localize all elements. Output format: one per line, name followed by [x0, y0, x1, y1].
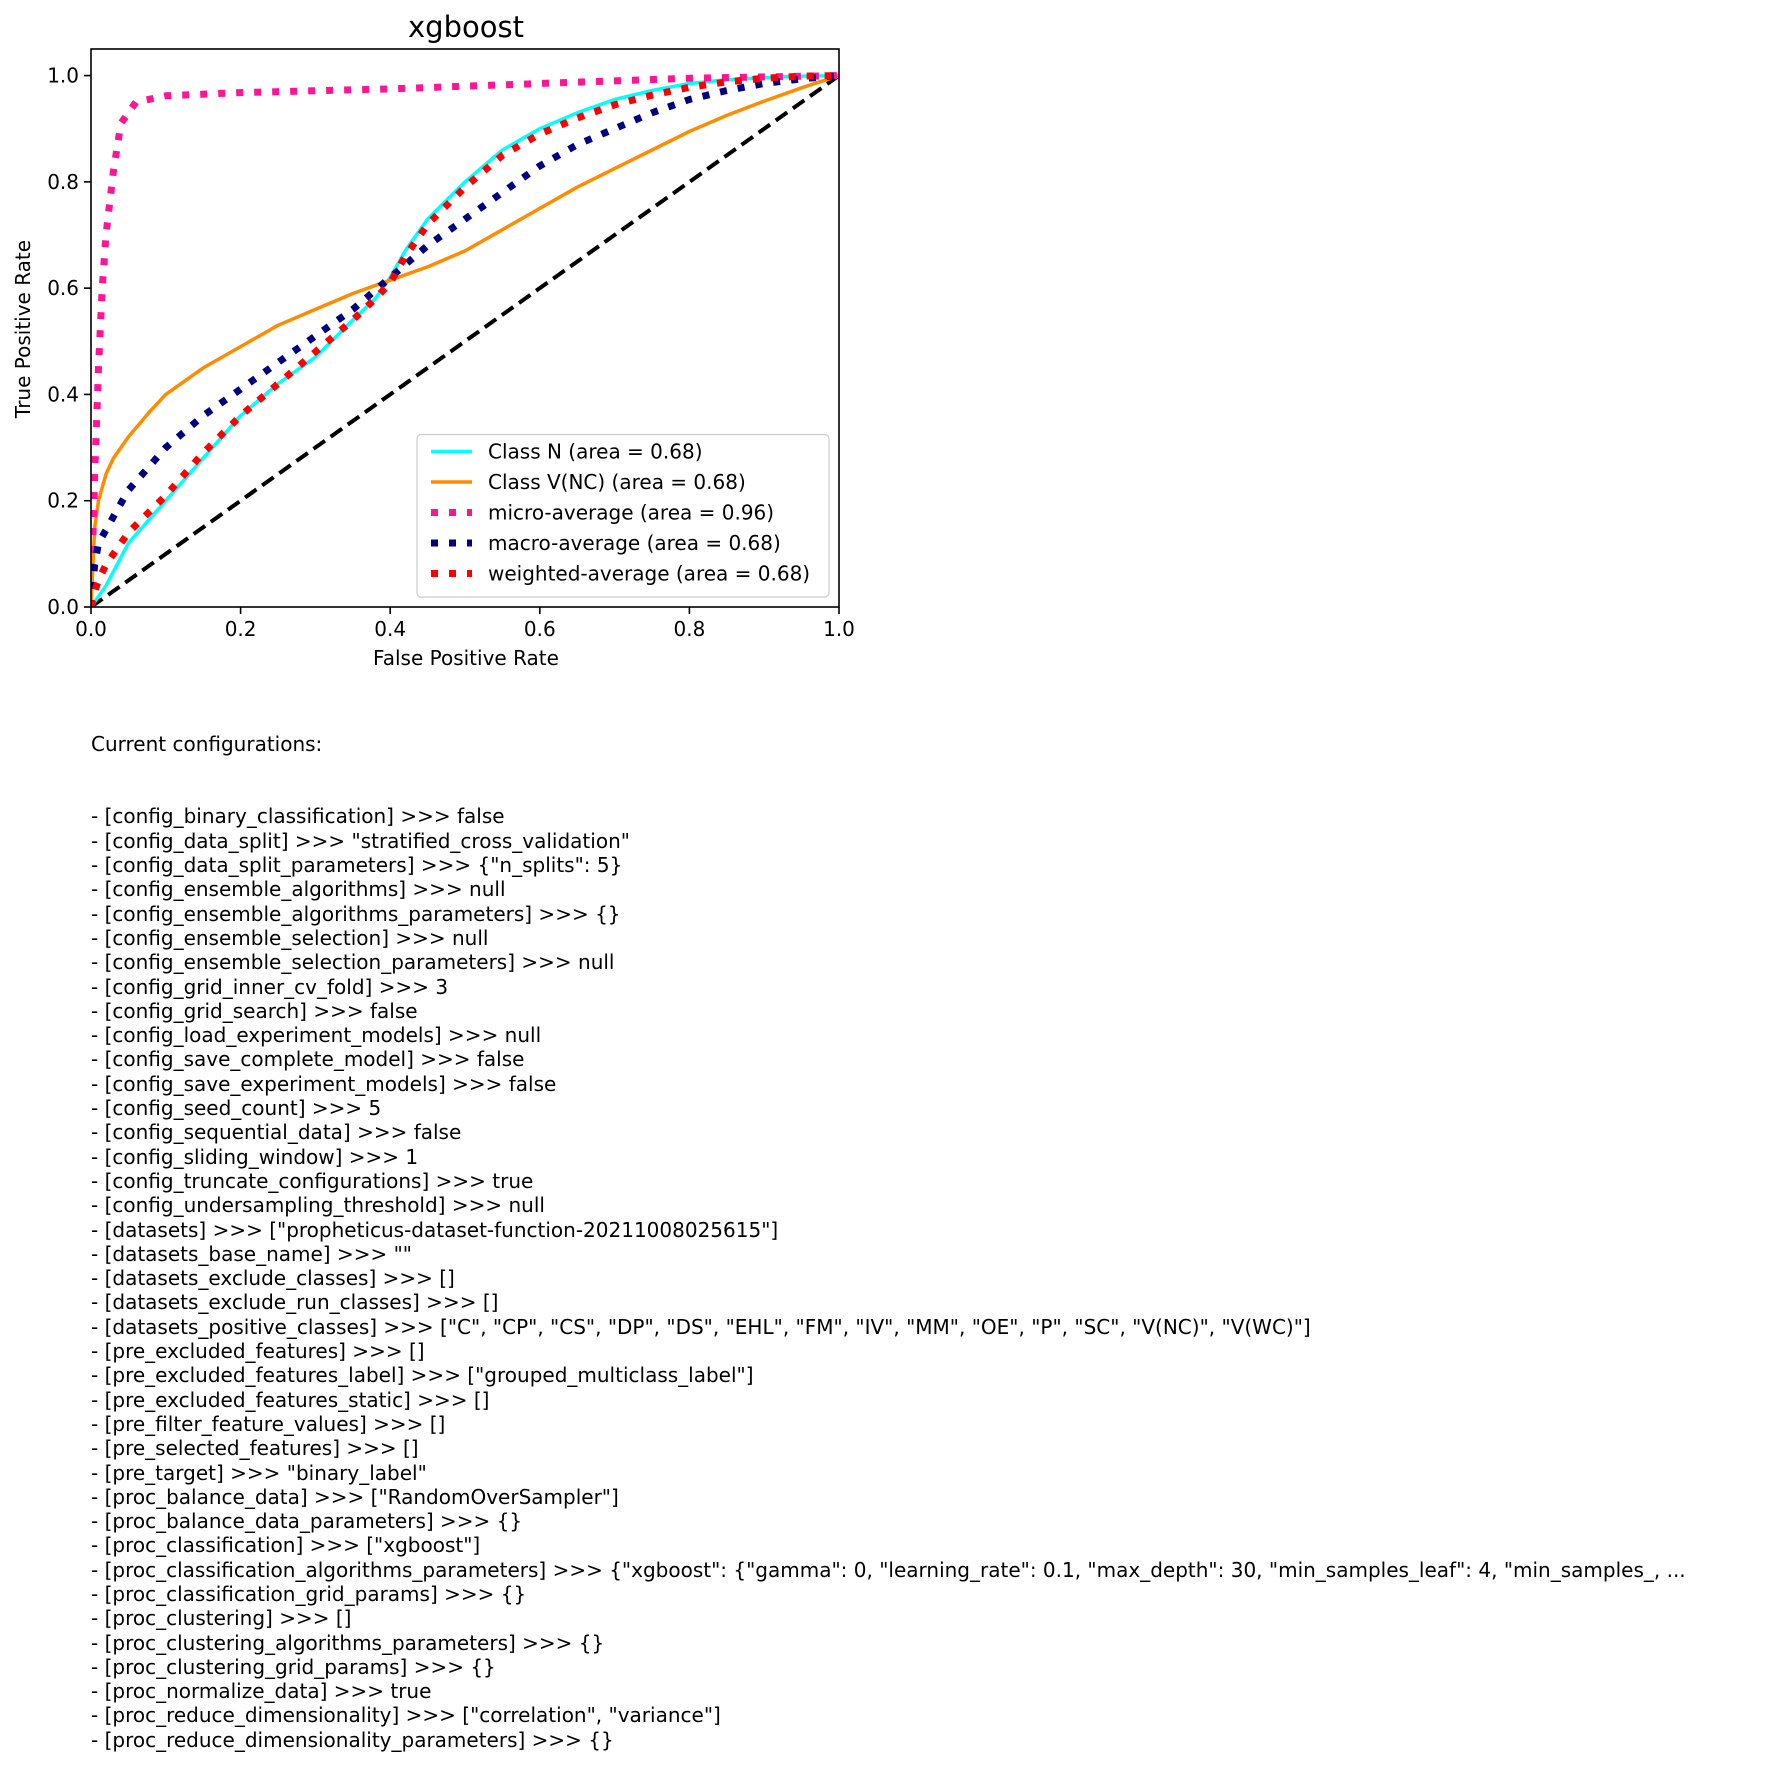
config-line: - [datasets_exclude_classes] >>> []	[91, 1266, 455, 1291]
y-tick-label: 1.0	[47, 64, 79, 88]
config-line: - [pre_excluded_features] >>> []	[91, 1339, 425, 1364]
series-line-1	[91, 73, 839, 607]
config-line: - [config_binary_classification] >>> fal…	[91, 804, 505, 829]
y-tick-label: 0.8	[47, 170, 79, 194]
config-line: - [pre_excluded_features_static] >>> []	[91, 1387, 490, 1412]
legend-label: Class V(NC) (area = 0.68)	[488, 470, 746, 494]
x-tick-label: 0.2	[225, 617, 257, 641]
y-tick-label: 0.6	[47, 276, 79, 300]
legend-label: Class N (area = 0.68)	[488, 440, 703, 464]
y-tick-label: 0.4	[47, 382, 79, 406]
series-line-3	[91, 72, 839, 607]
config-line: - [proc_classification_algorithms_parame…	[91, 1557, 1686, 1582]
x-tick-label: 0.8	[673, 617, 705, 641]
config-line: - [pre_target] >>> "binary_label"	[91, 1460, 427, 1485]
config-lines: - [config_binary_classification] >>> fal…	[91, 804, 1771, 1752]
config-line: - [config_ensemble_algorithms_parameters…	[91, 901, 621, 926]
reference-diagonal-line	[91, 73, 839, 607]
config-line: - [config_undersampling_threshold] >>> n…	[91, 1193, 545, 1218]
x-tick-label: 0.0	[75, 617, 107, 641]
config-line: - [config_ensemble_selection_parameters]…	[91, 950, 615, 975]
series-line-0	[91, 73, 839, 607]
y-tick-label: 0.2	[47, 489, 79, 513]
config-line: - [config_sliding_window] >>> 1	[91, 1144, 419, 1169]
x-tick-label: 0.4	[374, 617, 406, 641]
series-line-2	[91, 72, 839, 607]
config-line: - [proc_clustering_algorithms_parameters…	[91, 1630, 605, 1655]
config-line: - [datasets_exclude_run_classes] >>> []	[91, 1290, 499, 1315]
x-axis-label: False Positive Rate	[373, 646, 559, 670]
config-line: - [config_save_complete_model] >>> false	[91, 1047, 525, 1072]
config-line: - [config_seed_count] >>> 5	[91, 1096, 382, 1121]
y-tick-label: 0.0	[47, 595, 79, 619]
config-line: - [pre_excluded_features_label] >>> ["gr…	[91, 1363, 754, 1388]
configuration-list: Current configurations: - [config_binary…	[91, 683, 1771, 1776]
plot-area	[91, 72, 839, 607]
config-line: - [pre_selected_features] >>> []	[91, 1436, 419, 1461]
config-line: - [proc_clustering] >>> []	[91, 1606, 352, 1631]
config-line: - [proc_balance_data_parameters] >>> {}	[91, 1509, 523, 1534]
config-line: - [proc_clustering_grid_params] >>> {}	[91, 1654, 496, 1679]
legend-label: micro-average (area = 0.96)	[488, 501, 774, 525]
series-line-4	[91, 72, 839, 607]
config-heading: Current configurations:	[91, 731, 323, 756]
config-line: - [config_ensemble_selection] >>> null	[91, 925, 489, 950]
config-line: - [proc_normalize_data] >>> true	[91, 1679, 432, 1704]
y-axis-label: True Positive Rate	[11, 240, 35, 419]
axes-frame	[90, 48, 840, 608]
legend-label: weighted-average (area = 0.68)	[488, 562, 810, 586]
config-line: - [datasets_positive_classes] >>> ["C", …	[91, 1314, 1311, 1339]
config-line: - [config_load_experiment_models] >>> nu…	[91, 1023, 542, 1048]
config-line: - [config_data_split] >>> "stratified_cr…	[91, 828, 630, 853]
legend-label: macro-average (area = 0.68)	[488, 531, 781, 555]
config-line: - [proc_balance_data] >>> ["RandomOverSa…	[91, 1484, 619, 1509]
config-line: - [datasets_base_name] >>> ""	[91, 1241, 412, 1266]
config-line: - [datasets] >>> ["propheticus-dataset-f…	[91, 1217, 779, 1242]
config-line: - [config_truncate_configurations] >>> t…	[91, 1168, 534, 1193]
config-line: - [config_ensemble_algorithms] >>> null	[91, 877, 506, 902]
config-line: - [pre_filter_feature_values] >>> []	[91, 1411, 446, 1436]
config-line: - [config_data_split_parameters] >>> {"n…	[91, 853, 623, 878]
chart-title: xgboost	[408, 10, 524, 44]
config-line: - [config_grid_search] >>> false	[91, 998, 418, 1023]
config-line: - [proc_classification] >>> ["xgboost"]	[91, 1533, 481, 1558]
config-line: - [config_save_experiment_models] >>> fa…	[91, 1071, 557, 1096]
x-tick-label: 0.6	[524, 617, 556, 641]
roc-chart: xgboost 0.0 0.2 0.4 0.6 0.8 1.00.00.20.40.60.…	[11, 10, 855, 670]
legend: Class N (area = 0.68) Class V(NC) (area =…	[416, 433, 830, 598]
config-line: - [config_sequential_data] >>> false	[91, 1120, 462, 1145]
axes: 0.0 0.2 0.4 0.6 0.8 1.0 0.0 0.2 0.4 0.6 0.8 1.0	[47, 48, 855, 641]
x-tick-label: 1.0	[823, 617, 855, 641]
config-line: - [proc_classification_grid_params] >>> …	[91, 1581, 527, 1606]
config-line: - [config_grid_inner_cv_fold] >>> 3	[91, 974, 449, 999]
config-line: - [proc_reduce_dimensionality] >>> ["cor…	[91, 1703, 721, 1728]
config-line: - [proc_reduce_dimensionality_parameters…	[91, 1727, 614, 1752]
legend-box	[416, 433, 830, 598]
